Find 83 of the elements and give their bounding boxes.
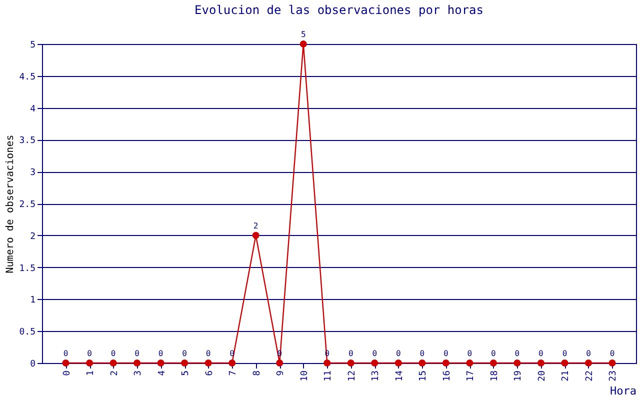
x-tick-label: 1 [86, 370, 96, 376]
point [608, 359, 616, 367]
x-tick-label: 4 [157, 370, 168, 376]
point [110, 359, 117, 367]
y-tick-label: 1.5 [19, 264, 36, 274]
point [252, 232, 260, 239]
data-label: 0 [110, 349, 116, 358]
point [324, 359, 331, 367]
point [442, 359, 450, 367]
point [466, 359, 474, 367]
x-tick-label: 15 [418, 370, 429, 382]
x-tick-label: 3 [134, 370, 144, 376]
point [347, 359, 354, 367]
x-tick-label: 12 [347, 370, 358, 382]
x-tick-label: 5 [181, 370, 192, 376]
x-tick-label: 20 [537, 370, 548, 382]
data-label: 0 [396, 349, 401, 358]
data-label: 0 [158, 349, 164, 358]
data-label: 0 [610, 349, 615, 358]
y-tick-label: 4 [30, 104, 36, 114]
point [276, 359, 284, 367]
data-label: 0 [467, 349, 472, 358]
data-label: 0 [538, 349, 544, 358]
x-tick-label: 2 [110, 370, 120, 376]
y-tick-label: 4.5 [19, 72, 36, 82]
y-axis-title: Numero de observaciones [5, 134, 16, 274]
x-tick-label: 10 [300, 370, 310, 382]
data-label: 5 [300, 30, 306, 39]
data-label: 0 [206, 349, 211, 358]
data-label: 2 [253, 221, 258, 230]
point [584, 359, 592, 367]
x-tick-label: 22 [584, 370, 595, 382]
data-label: 0 [182, 349, 188, 358]
data-label: 0 [87, 349, 92, 358]
chart-title: Evolucion de las observaciones por horas [194, 3, 484, 17]
data-label: 0 [372, 349, 378, 358]
data-label: 0 [586, 349, 592, 358]
point [62, 359, 70, 367]
data-label: 0 [348, 349, 354, 358]
point [300, 40, 307, 48]
x-tick-label: 13 [371, 370, 382, 382]
x-tick-label: 16 [442, 370, 452, 382]
point [228, 359, 236, 367]
point [157, 359, 164, 367]
x-tick-label: 18 [490, 370, 500, 382]
data-label: 0 [444, 349, 449, 358]
y-tick-label: 3.5 [19, 136, 36, 146]
x-tick-label: 14 [394, 370, 405, 382]
point [537, 359, 544, 367]
x-tick-label: 23 [608, 370, 619, 382]
data-label: 0 [491, 349, 496, 358]
x-tick-label: 7 [228, 370, 239, 376]
x-tick-label: 6 [204, 370, 215, 376]
x-tick-label: 9 [276, 370, 286, 376]
point [134, 359, 141, 367]
point [181, 359, 188, 367]
point [204, 359, 212, 367]
data-label: 0 [562, 349, 568, 358]
data-label: 0 [514, 349, 520, 358]
x-axis-title: Hora [610, 384, 636, 398]
y-tick-label: 0.5 [19, 328, 36, 338]
data-label: 0 [63, 349, 68, 358]
point [561, 359, 568, 367]
y-tick-label: 0 [30, 360, 36, 370]
x-tick-label: 21 [561, 370, 572, 382]
data-label: 0 [134, 349, 140, 358]
y-tick-label: 1 [30, 296, 36, 306]
x-tick-label: 19 [514, 370, 524, 382]
point [394, 359, 402, 367]
y-tick-label: 3 [30, 168, 36, 178]
point [371, 359, 378, 367]
point [418, 359, 426, 367]
x-tick-label: 8 [252, 370, 262, 376]
data-label: 0 [420, 349, 425, 358]
y-tick-label: 5 [30, 40, 36, 50]
point [514, 359, 521, 367]
x-tick-label: 11 [324, 370, 334, 382]
point [490, 359, 497, 367]
y-tick-label: 2 [30, 232, 36, 242]
x-tick-label: 17 [466, 370, 476, 382]
y-tick-label: 2.5 [19, 200, 36, 210]
point [86, 359, 94, 367]
x-tick-label: 0 [62, 370, 72, 376]
